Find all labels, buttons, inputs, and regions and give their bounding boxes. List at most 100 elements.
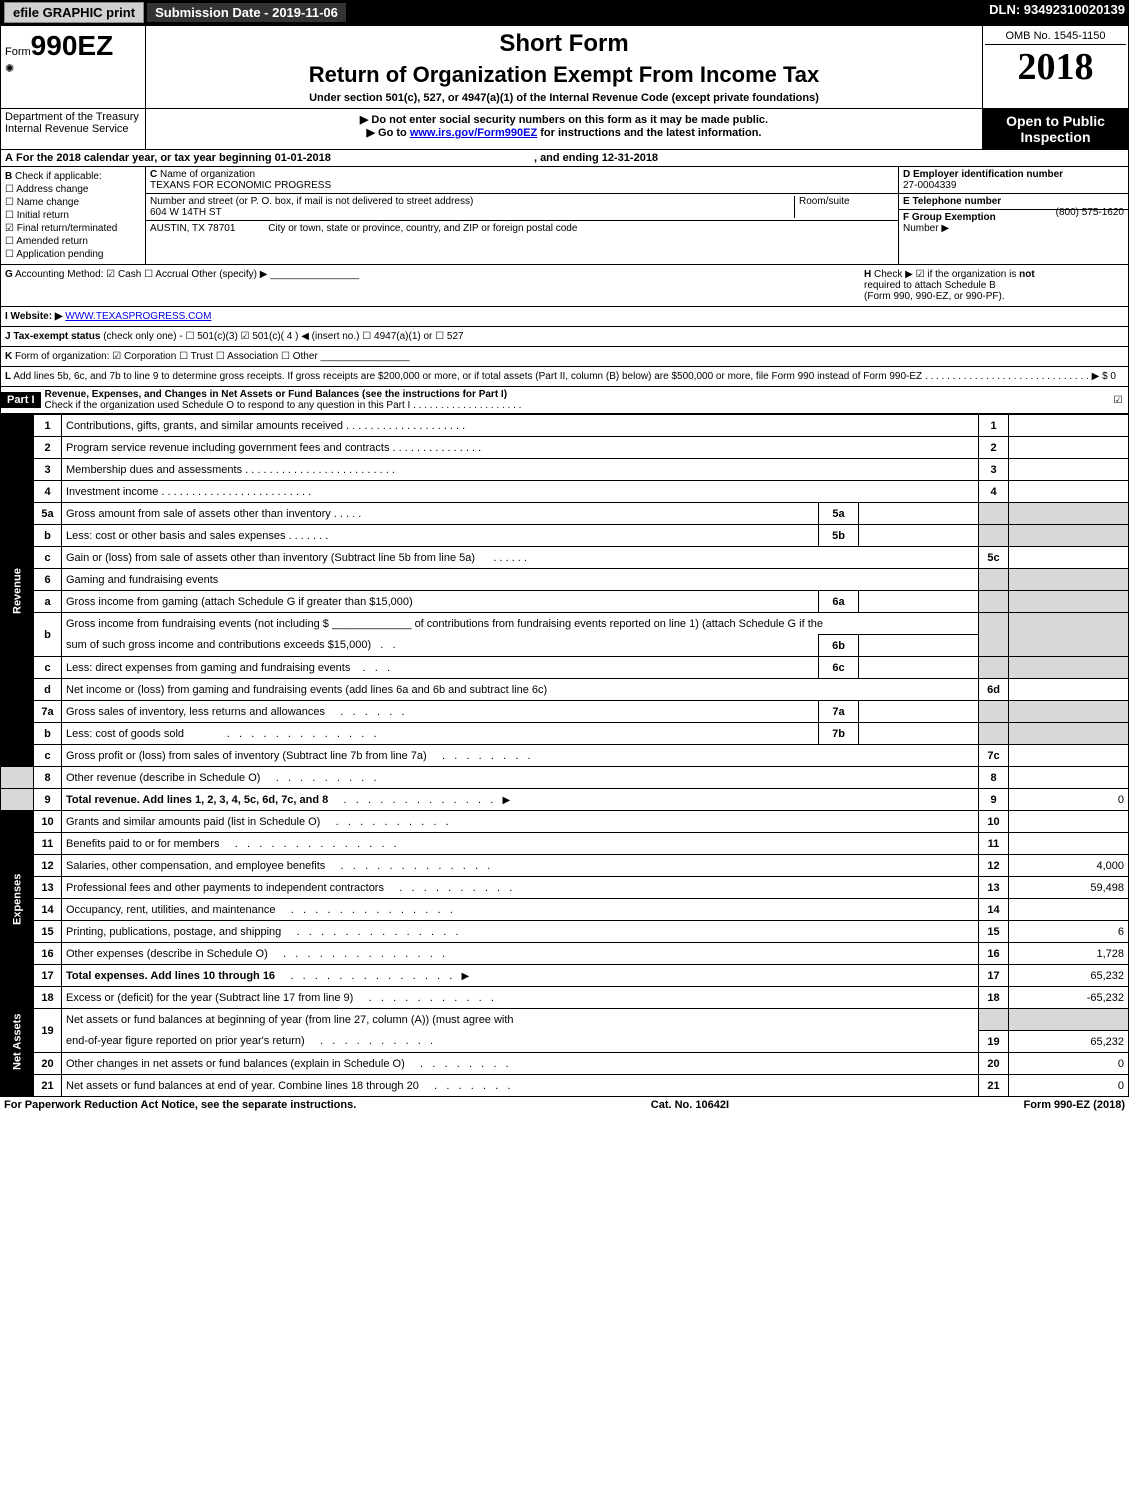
line-6a-grayval: [1009, 591, 1129, 613]
header-row: Form990EZ ✺ Short Form Return of Organiz…: [0, 25, 1129, 109]
line-9-desc: Total revenue. Add lines 1, 2, 3, 4, 5c,…: [62, 789, 979, 811]
line-17-val: 65,232: [1009, 965, 1129, 987]
h-text4: (Form 990, 990-EZ, or 990-PF).: [864, 291, 1005, 302]
final-return-check[interactable]: ☑ Final return/terminated: [5, 223, 141, 234]
line-7c-totnum: 7c: [979, 745, 1009, 767]
line-19-totnum: 19: [979, 1031, 1009, 1053]
return-title: Return of Organization Exempt From Incom…: [154, 62, 974, 88]
revenue-spacer2: [1, 789, 34, 811]
line-7b-subnum: 7b: [819, 723, 859, 745]
line-5b-gray: [979, 525, 1009, 547]
revenue-spacer: [1, 767, 34, 789]
org-name: TEXANS FOR ECONOMIC PROGRESS: [150, 180, 331, 191]
j-4947[interactable]: 4947(a)(1) or: [374, 331, 432, 342]
j-501c3[interactable]: 501(c)(3): [197, 331, 238, 342]
ein-value: 27-0004339: [903, 180, 956, 191]
other-option[interactable]: Other (specify) ▶: [191, 269, 267, 280]
line-7b-desc: Less: cost of goods sold . . . . . . . .…: [62, 723, 819, 745]
name-org-label: Name of organization: [160, 169, 255, 180]
line-17-num: 17: [34, 965, 62, 987]
line-6b-num: b: [34, 613, 62, 657]
website-link[interactable]: WWW.TEXASPROGRESS.COM: [65, 311, 211, 322]
label-j: J Tax-exempt status: [5, 331, 100, 342]
address-change-check[interactable]: ☐ Address change: [5, 184, 141, 195]
j-501c[interactable]: 501(c)( 4 ) ◀ (insert no.): [252, 331, 359, 342]
k-other[interactable]: Other: [293, 351, 318, 362]
line-18-totnum: 18: [979, 987, 1009, 1009]
name-change-label: Name change: [17, 197, 79, 208]
part1-checkbox[interactable]: ☑: [1108, 395, 1128, 406]
line-13-num: 13: [34, 877, 62, 899]
k-assoc[interactable]: Association: [227, 351, 278, 362]
line-7b-grayval: [1009, 723, 1129, 745]
initial-return-check[interactable]: ☐ Initial return: [5, 210, 141, 221]
line-6-grayval: [1009, 569, 1129, 591]
line-18-desc: Excess or (deficit) for the year (Subtra…: [62, 987, 979, 1009]
line-13-val: 59,498: [1009, 877, 1129, 899]
line-6c-grayval: [1009, 657, 1129, 679]
line-14-totnum: 14: [979, 899, 1009, 921]
line-6b-grayval: [1009, 613, 1129, 657]
line-15-totnum: 15: [979, 921, 1009, 943]
right-col: D Employer identification number 27-0004…: [898, 167, 1128, 264]
line-5c-desc: Gain or (loss) from sale of assets other…: [62, 547, 979, 569]
part1-row: Part I Revenue, Expenses, and Changes in…: [0, 387, 1129, 414]
line-10-val: [1009, 811, 1129, 833]
accrual-option[interactable]: Accrual: [155, 269, 188, 280]
name-change-check[interactable]: ☐ Name change: [5, 197, 141, 208]
revenue-side-label: Revenue: [1, 415, 34, 767]
k-corp[interactable]: Corporation: [124, 351, 176, 362]
line-6d-val: [1009, 679, 1129, 701]
line-1-totnum: 1: [979, 415, 1009, 437]
line-15-desc: Printing, publications, postage, and shi…: [62, 921, 979, 943]
line-9-num: 9: [34, 789, 62, 811]
line-7b-num: b: [34, 723, 62, 745]
address-change-label: Address change: [16, 184, 88, 195]
l-add-row: L Add lines 5b, 6c, and 7b to line 9 to …: [0, 367, 1129, 387]
line-5a-gray: [979, 503, 1009, 525]
expenses-side-label: Expenses: [1, 811, 34, 987]
submission-date: Submission Date - 2019-11-06: [146, 2, 347, 23]
line-3-totnum: 3: [979, 459, 1009, 481]
line-15-val: 6: [1009, 921, 1129, 943]
footer-mid: Cat. No. 10642I: [651, 1099, 729, 1111]
line-6b-subnum: 6b: [819, 635, 859, 657]
efile-print-button[interactable]: efile GRAPHIC print: [4, 2, 144, 23]
name-col: C Name of organization TEXANS FOR ECONOM…: [146, 167, 898, 264]
line-15-num: 15: [34, 921, 62, 943]
short-form-title: Short Form: [154, 30, 974, 58]
line-6b-desc1: Gross income from fundraising events (no…: [62, 613, 979, 635]
amended-return-check[interactable]: ☐ Amended return: [5, 236, 141, 247]
line-20-totnum: 20: [979, 1053, 1009, 1075]
dept-treasury: Department of the Treasury: [5, 111, 141, 123]
label-i: I Website: ▶: [5, 311, 63, 322]
line-2-totnum: 2: [979, 437, 1009, 459]
entity-grid: B Check if applicable: ☐ Address change …: [0, 167, 1129, 265]
footer-left: For Paperwork Reduction Act Notice, see …: [4, 1099, 356, 1111]
label-b: B: [5, 171, 12, 182]
line-1-val: [1009, 415, 1129, 437]
label-h: H: [864, 269, 871, 280]
topbar: efile GRAPHIC print Submission Date - 20…: [0, 0, 1129, 25]
line-19-val: 65,232: [1009, 1031, 1129, 1053]
line-14-val: [1009, 899, 1129, 921]
line-4-desc: Investment income . . . . . . . . . . . …: [62, 481, 979, 503]
line-7a-subnum: 7a: [819, 701, 859, 723]
street-label: Number and street (or P. O. box, if mail…: [150, 196, 473, 207]
k-trust[interactable]: Trust: [191, 351, 213, 362]
line-10-totnum: 10: [979, 811, 1009, 833]
line-6c-gray: [979, 657, 1009, 679]
cash-option[interactable]: Cash: [118, 269, 141, 280]
pending-check[interactable]: ☐ Application pending: [5, 249, 141, 260]
h-not: not: [1019, 269, 1035, 280]
line-4-totnum: 4: [979, 481, 1009, 503]
j-527[interactable]: 527: [447, 331, 464, 342]
tax-year-end: , and ending 12-31-2018: [534, 152, 658, 164]
line-6c-desc: Less: direct expenses from gaming and fu…: [62, 657, 819, 679]
line-6c-num: c: [34, 657, 62, 679]
title-box: Short Form Return of Organization Exempt…: [146, 26, 983, 108]
phone-label: E Telephone number: [903, 196, 1001, 207]
line-3-num: 3: [34, 459, 62, 481]
irs-link[interactable]: www.irs.gov/Form990EZ: [410, 127, 537, 139]
line-7a-grayval: [1009, 701, 1129, 723]
